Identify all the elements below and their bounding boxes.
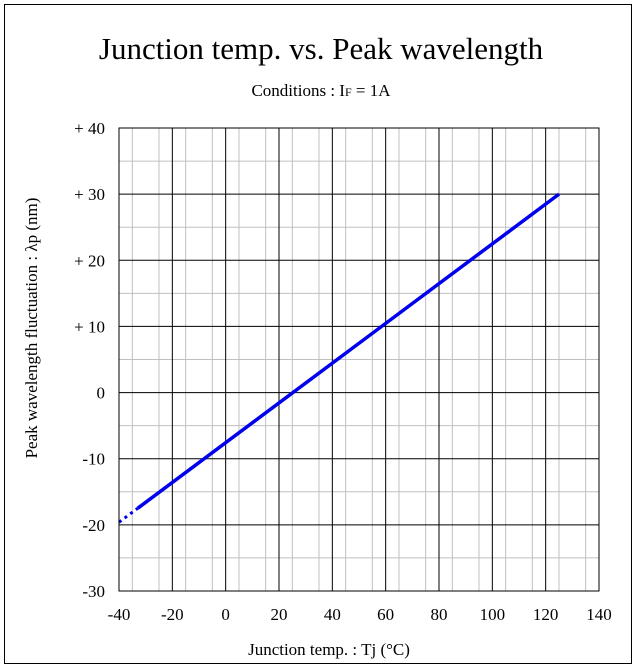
- series-line: [136, 192, 561, 510]
- y-tick-label: + 40: [74, 119, 105, 138]
- y-tick-label: -20: [82, 516, 105, 535]
- chart-subtitle: Conditions : IF = 1A: [251, 81, 391, 100]
- plot-area-border: [118, 127, 600, 592]
- x-tick-label: 120: [533, 605, 559, 624]
- y-tick-label: + 10: [74, 317, 105, 336]
- series-line-extrapolated: [118, 507, 139, 524]
- x-tick-label: 140: [586, 605, 612, 624]
- y-tick-label: 0: [97, 384, 106, 403]
- x-tick-label: 0: [221, 605, 230, 624]
- major-grid: [118, 127, 600, 592]
- x-axis-label: Junction temp. : Tj (°C): [248, 640, 410, 659]
- x-tick-label: 60: [377, 605, 394, 624]
- minor-grid: [119, 128, 599, 591]
- x-tick-label: 40: [324, 605, 341, 624]
- chart-svg: Junction temp. vs. Peak wavelength Condi…: [22, 31, 612, 659]
- y-tick-label: -10: [82, 450, 105, 469]
- x-tick-label: -40: [108, 605, 131, 624]
- tick-labels: -40 -20 0 20 40 60 80 100 120 140 -30 -20 -10 0 + 10 + …: [74, 119, 612, 624]
- chart-frame: Junction temp. vs. Peak wavelength Condi…: [4, 4, 632, 664]
- chart-title: Junction temp. vs. Peak wavelength: [99, 31, 544, 66]
- x-tick-label: -20: [161, 605, 184, 624]
- x-tick-label: 80: [431, 605, 448, 624]
- y-axis-label: Peak wavelength fluctuation : λp (nm): [22, 198, 41, 459]
- y-tick-label: + 30: [74, 185, 105, 204]
- x-tick-label: 100: [480, 605, 506, 624]
- y-tick-label: + 20: [74, 251, 105, 270]
- x-tick-label: 20: [271, 605, 288, 624]
- series-layer: [118, 192, 561, 524]
- y-tick-label: -30: [82, 582, 105, 601]
